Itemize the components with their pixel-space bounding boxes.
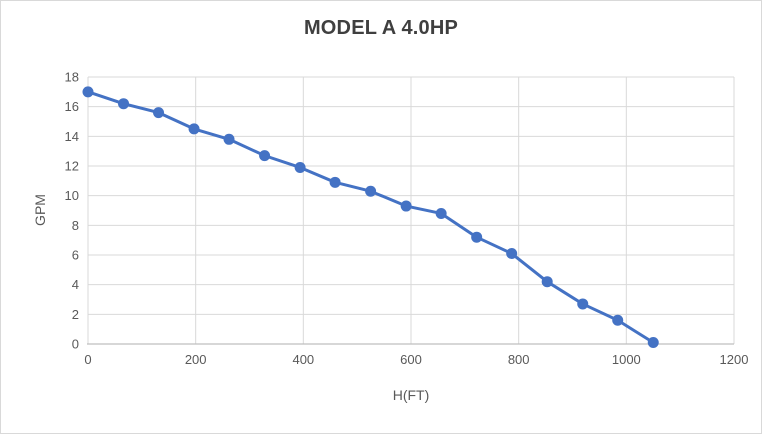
- data-point-marker: [365, 185, 377, 197]
- data-point-marker: [294, 161, 306, 173]
- y-tick-label: 6: [72, 248, 79, 263]
- y-tick-label: 16: [65, 99, 79, 114]
- y-tick-label: 8: [72, 218, 79, 233]
- chart-title: MODEL A 4.0HP: [303, 17, 459, 39]
- x-tick-label: 200: [185, 352, 207, 367]
- data-point-marker: [118, 98, 130, 110]
- data-point-marker: [259, 150, 271, 162]
- y-tick-label: 10: [65, 188, 79, 203]
- x-tick-label: 600: [400, 352, 422, 367]
- data-point-marker: [435, 207, 447, 219]
- y-tick-label: 14: [65, 129, 79, 144]
- x-tick-label: 1000: [612, 352, 641, 367]
- y-tick-label: 12: [65, 159, 79, 174]
- data-point-marker: [400, 200, 412, 212]
- data-point-marker: [471, 231, 483, 243]
- y-tick-label: 4: [72, 277, 79, 292]
- x-axis-title: H(FT): [392, 387, 430, 403]
- data-point-marker: [82, 86, 94, 98]
- y-tick-label: 2: [72, 307, 79, 322]
- data-point-marker: [577, 298, 589, 310]
- data-point-marker: [223, 133, 235, 145]
- series-line: [86, 90, 655, 345]
- data-point-marker: [506, 248, 518, 260]
- x-tick-label: 800: [508, 352, 530, 367]
- data-point-marker: [188, 123, 200, 135]
- x-tick-label: 0: [84, 352, 91, 367]
- data-point-marker: [541, 276, 553, 288]
- data-point-marker: [647, 337, 659, 349]
- y-tick-label: 0: [72, 337, 79, 352]
- data-point-marker: [329, 176, 341, 188]
- data-point-marker: [612, 314, 624, 326]
- x-tick-label: 400: [292, 352, 314, 367]
- y-tick-label: 18: [65, 70, 79, 85]
- x-tick-label: 1200: [720, 352, 749, 367]
- data-point-marker: [153, 107, 165, 119]
